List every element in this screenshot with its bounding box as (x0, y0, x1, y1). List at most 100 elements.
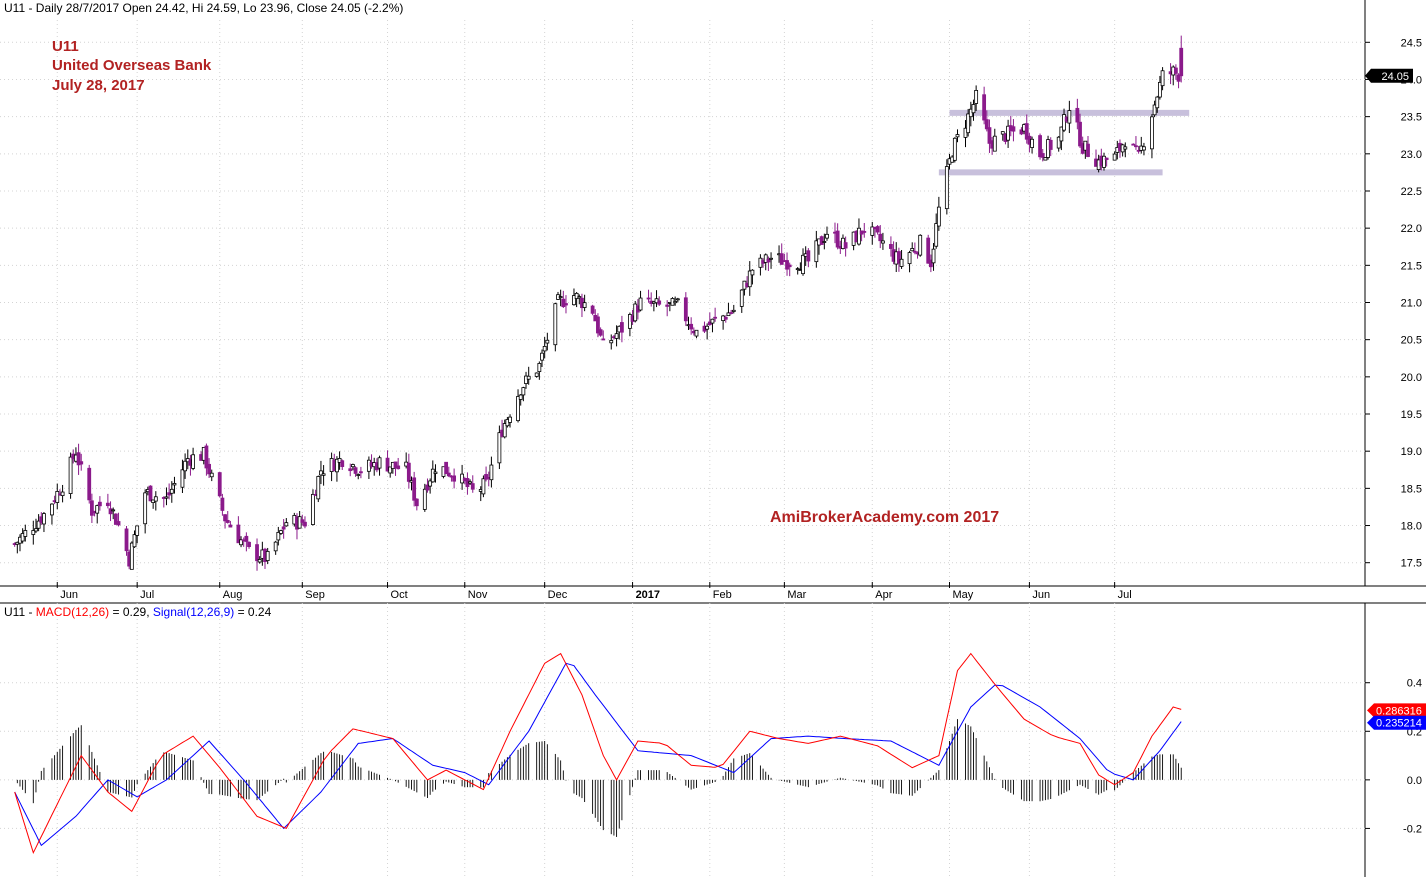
candle-body (31, 530, 36, 535)
candle-body (414, 498, 419, 507)
candle-body (795, 268, 800, 271)
candle-body (1006, 125, 1011, 141)
candle-body (729, 312, 734, 314)
candle-body (971, 104, 976, 114)
candle-body (207, 463, 211, 475)
candle-body (164, 496, 169, 499)
candle-body (247, 541, 251, 547)
candle-body (577, 296, 582, 299)
candle-body (36, 520, 41, 529)
candle-body (912, 250, 917, 253)
candle-body (358, 471, 363, 474)
candle-body (1176, 74, 1181, 82)
candle-body (590, 305, 595, 314)
candle-body (497, 432, 502, 464)
candle-body (1040, 153, 1045, 158)
date-tick-label: Oct (391, 589, 408, 601)
candle-body (524, 375, 528, 384)
candle-body (750, 269, 755, 276)
candle-body (396, 465, 401, 470)
candle-body (665, 304, 670, 307)
candle-body (564, 303, 568, 306)
candle-body (881, 240, 885, 244)
candle-body (393, 461, 398, 469)
candle-body (542, 346, 547, 352)
candle-body (705, 325, 710, 330)
candle-body (553, 303, 558, 346)
candle-body (1155, 96, 1160, 109)
candle-body (20, 533, 25, 542)
candle-body (787, 264, 792, 268)
candle-body (646, 297, 651, 300)
candle-body (596, 316, 600, 334)
candle-body (385, 457, 390, 472)
candle-body (825, 233, 829, 239)
candle-body (918, 234, 923, 256)
candle-body (220, 497, 225, 511)
candle-body (747, 270, 752, 288)
price-tick-label: 23.0 (1401, 149, 1422, 161)
candle-body (412, 477, 417, 501)
date-tick-label: Dec (548, 589, 568, 601)
candle-body (974, 90, 979, 104)
annotation-company: United Overseas Bank (52, 57, 212, 74)
candle-body (55, 491, 60, 503)
candle-body (673, 301, 678, 304)
candle-body (952, 137, 957, 161)
candle-body (1078, 121, 1082, 147)
price-tick-label: 22.5 (1401, 186, 1422, 198)
price-tick-label: 24.5 (1401, 37, 1422, 49)
price-tick-label: 18.0 (1401, 521, 1422, 533)
candle-body (689, 323, 694, 330)
candle-body (468, 481, 472, 484)
signal-last-label: 0.235214 (1376, 718, 1422, 730)
signal-label: Signal(12,26,9) (153, 605, 234, 619)
candle-body (116, 521, 121, 526)
candle-body (148, 485, 153, 502)
candle-body (76, 452, 81, 466)
signal-last-badge (1367, 715, 1426, 730)
signal-line (14, 662, 1182, 847)
candle-body (153, 496, 158, 502)
candle-body (1150, 116, 1154, 150)
date-tick-label: Nov (468, 589, 488, 601)
candle-body (537, 363, 542, 373)
candle-body (300, 519, 305, 523)
candle-body (934, 223, 939, 247)
candle-body (675, 298, 680, 301)
candle-body (1152, 104, 1157, 116)
candle-body (1059, 126, 1064, 142)
candle-body (321, 473, 326, 476)
candle-body (191, 454, 196, 469)
candle-body (598, 329, 603, 336)
candle-body (204, 445, 209, 469)
chart-header: U11 - Daily 28/7/2017 Open 24.42, Hi 24.… (4, 1, 403, 15)
candle-body (470, 483, 475, 490)
candle-body (42, 513, 46, 525)
date-tick-label: May (953, 589, 974, 601)
price-candles (12, 35, 1184, 571)
macd-line (14, 652, 1182, 855)
candle-body (822, 241, 827, 243)
candle-body (726, 312, 731, 317)
macd-value: = 0.29, (109, 605, 153, 619)
candle-body (723, 316, 728, 320)
watermark: AmiBrokerAcademy.com 2017 (770, 509, 999, 526)
candle-body (143, 492, 148, 525)
candle-body (763, 254, 768, 263)
date-tick-label: Feb (713, 589, 732, 601)
candle-body (180, 469, 185, 488)
candle-body (766, 258, 771, 263)
candle-body (516, 396, 520, 422)
candle-body (348, 468, 353, 472)
macd-lines (14, 652, 1182, 855)
macd-last-label: 0.286316 (1376, 705, 1422, 717)
candle-body (489, 464, 494, 481)
candle-body (1067, 110, 1072, 124)
candle-body (1030, 138, 1034, 148)
macd-tick-label: 0.4 (1407, 678, 1422, 690)
candle-body (1048, 139, 1053, 150)
annotation-date: July 28, 2017 (52, 77, 145, 94)
